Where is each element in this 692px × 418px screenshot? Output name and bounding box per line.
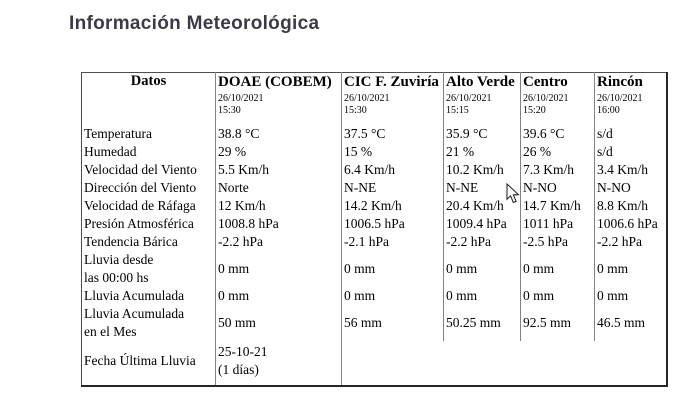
table-row: Temperatura 38.8 °C 37.5 °C 35.9 °C 39.6 °C s… — [82, 125, 667, 143]
row-label: Lluvia desde las 00:00 hs — [84, 252, 154, 285]
cell-value: 0 mm — [594, 251, 667, 287]
cell-value: 56 mm — [341, 305, 444, 341]
row-label: Velocidad del Viento — [84, 162, 197, 177]
column-header-datos: Datos — [130, 73, 167, 89]
cell-value: 29 % — [215, 143, 342, 161]
cell-value: N-NO — [520, 179, 595, 197]
cell-value: N-NO — [594, 179, 667, 197]
station-name: Rincón — [597, 74, 643, 90]
station-datetime: 26/10/2021 15:30 — [218, 93, 264, 116]
cell-value: 1006.5 hPa — [341, 215, 444, 233]
cell-value: 1009.4 hPa — [443, 215, 521, 233]
cell-value: -2.2 hPa — [594, 233, 667, 251]
station-datetime: 26/10/2021 16:00 — [597, 93, 643, 116]
cell-value: 12 Km/h — [215, 197, 342, 215]
row-label: Presión Atmosférica — [84, 216, 194, 231]
column-header-cic: CIC F. Zuviría 26/10/2021 15:30 — [341, 72, 444, 125]
row-label: Lluvia Acumulada en el Mes — [84, 306, 185, 339]
cell-value: 14.7 Km/h — [520, 197, 595, 215]
row-label: Fecha Última Lluvia — [84, 353, 196, 368]
cell-value: 3.4 Km/h — [594, 161, 667, 179]
station-name: Centro — [523, 74, 568, 90]
cell-value: 0 mm — [520, 251, 595, 287]
cell-value: 25-10-21 (1 días) — [215, 341, 342, 386]
cell-value: 10.2 Km/h — [443, 161, 521, 179]
cell-value: 6.4 Km/h — [341, 161, 444, 179]
station-name: DOAE (COBEM) — [218, 74, 332, 90]
cell-value: 7.3 Km/h — [520, 161, 595, 179]
table-row: Dirección del Viento Norte N-NE N-NE N-NO N-N… — [82, 179, 667, 197]
cell-value: 0 mm — [443, 251, 521, 287]
table-row: Humedad 29 % 15 % 21 % 26 % s/d — [82, 143, 667, 161]
cell-value: s/d — [594, 143, 667, 161]
cell-value: 0 mm — [215, 251, 342, 287]
column-header-centro: Centro 26/10/2021 15:20 — [520, 72, 595, 125]
table-row: Presión Atmosférica 1008.8 hPa 1006.5 hPa 1… — [82, 215, 667, 233]
table-row: Fecha Última Lluvia 25-10-21 (1 días) — [82, 341, 667, 386]
row-label: Humedad — [84, 144, 137, 159]
cell-value: 92.5 mm — [520, 305, 595, 341]
column-header-alto-verde: Alto Verde 26/10/2021 15:15 — [443, 72, 521, 125]
cell-value: N-NE — [341, 179, 444, 197]
table-row: Velocidad de Ráfaga 12 Km/h 14.2 Km/h 20.4 … — [82, 197, 667, 215]
cell-value: 0 mm — [594, 287, 667, 305]
row-label: Dirección del Viento — [84, 180, 197, 195]
cell-value: -2.1 hPa — [341, 233, 444, 251]
cell-value: 21 % — [443, 143, 521, 161]
cell-value: 0 mm — [341, 251, 444, 287]
cell-value: s/d — [594, 125, 667, 143]
cell-value: 1011 hPa — [520, 215, 595, 233]
column-header-doae: DOAE (COBEM) 26/10/2021 15:30 — [215, 72, 342, 125]
cell-value: 8.8 Km/h — [594, 197, 667, 215]
header-row: Datos DOAE (COBEM) 26/10/2021 15:30 CIC … — [82, 72, 667, 125]
cell-value: 1008.8 hPa — [215, 215, 342, 233]
page-title: Información Meteorológica — [69, 13, 320, 34]
cell-value: 50 mm — [215, 305, 342, 341]
empty-span-cell — [341, 341, 667, 386]
row-label: Tendencia Bárica — [84, 234, 178, 249]
cell-value: 0 mm — [443, 287, 521, 305]
cell-value: 46.5 mm — [594, 305, 667, 341]
cell-value: 37.5 °C — [341, 125, 444, 143]
table-row: Lluvia desde las 00:00 hs 0 mm 0 mm 0 mm 0 m… — [82, 251, 667, 287]
cell-value: 15 % — [341, 143, 444, 161]
cell-value: 5.5 Km/h — [215, 161, 342, 179]
row-label: Velocidad de Ráfaga — [84, 198, 196, 213]
cell-value: 26 % — [520, 143, 595, 161]
cell-value: 39.6 °C — [520, 125, 595, 143]
table-row: Lluvia Acumulada 0 mm 0 mm 0 mm 0 mm 0 mm — [82, 287, 667, 305]
cell-value: 14.2 Km/h — [341, 197, 444, 215]
station-datetime: 26/10/2021 15:20 — [523, 93, 569, 116]
cell-value: 1006.6 hPa — [594, 215, 667, 233]
station-name: CIC F. Zuviría — [344, 74, 439, 90]
table-row: Velocidad del Viento 5.5 Km/h 6.4 Km/h 10.2… — [82, 161, 667, 179]
station-datetime: 26/10/2021 15:15 — [446, 93, 492, 116]
cell-value: 38.8 °C — [215, 125, 342, 143]
cell-value: -2.2 hPa — [215, 233, 342, 251]
cell-value: 0 mm — [215, 287, 342, 305]
cell-value: -2.2 hPa — [443, 233, 521, 251]
cell-value: 20.4 Km/h — [443, 197, 521, 215]
cell-value: Norte — [215, 179, 342, 197]
weather-table-container: Datos DOAE (COBEM) 26/10/2021 15:30 CIC … — [81, 72, 668, 387]
cell-value: -2.5 hPa — [520, 233, 595, 251]
table-row: Tendencia Bárica -2.2 hPa -2.1 hPa -2.2 hPa… — [82, 233, 667, 251]
weather-table: Datos DOAE (COBEM) 26/10/2021 15:30 CIC … — [81, 72, 668, 387]
row-label: Temperatura — [84, 126, 153, 141]
table-row: Lluvia Acumulada en el Mes 50 mm 56 mm 50.2… — [82, 305, 667, 341]
station-name: Alto Verde — [446, 74, 515, 90]
cell-value: 0 mm — [520, 287, 595, 305]
column-header-rincon: Rincón 26/10/2021 16:00 — [594, 72, 667, 125]
cell-value: 35.9 °C — [443, 125, 521, 143]
cell-value: 50.25 mm — [443, 305, 521, 341]
cell-value: N-NE — [443, 179, 521, 197]
row-label: Lluvia Acumulada — [84, 288, 185, 303]
station-datetime: 26/10/2021 15:30 — [344, 93, 390, 116]
cell-value: 0 mm — [341, 287, 444, 305]
